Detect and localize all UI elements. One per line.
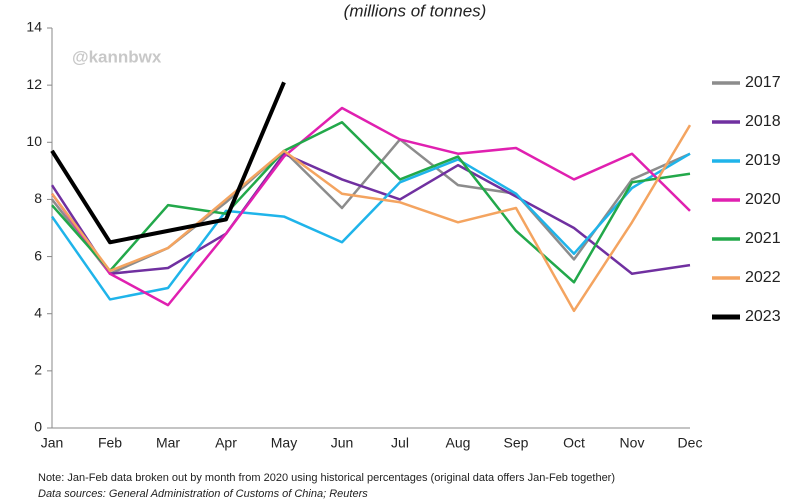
y-tick-label: 4 <box>34 304 42 320</box>
x-tick-label: Mar <box>156 435 180 451</box>
y-tick-label: 0 <box>34 419 42 435</box>
y-tick-label: 8 <box>34 190 42 206</box>
x-tick-label: Apr <box>215 435 237 451</box>
x-tick-label: Oct <box>563 435 585 451</box>
y-tick-label: 2 <box>34 362 42 378</box>
series-line <box>51 121 691 284</box>
x-tick-label: Aug <box>446 435 471 451</box>
series-line <box>50 106 691 307</box>
legend-label: 2022 <box>745 269 781 286</box>
legend-label: 2021 <box>745 230 781 247</box>
y-tick-label: 6 <box>34 247 42 263</box>
source: Data sources: General Administration of … <box>38 488 368 500</box>
x-tick-label: Sep <box>504 435 529 451</box>
note: Note: Jan-Feb data broken out by month f… <box>38 472 615 484</box>
series-line <box>50 81 286 245</box>
y-tick-label: 12 <box>26 76 42 92</box>
watermark: @kannbwx <box>72 47 162 66</box>
x-tick-label: Dec <box>678 435 703 451</box>
y-tick-label: 10 <box>26 133 42 149</box>
x-tick-label: Jan <box>41 435 64 451</box>
x-tick-label: Jul <box>391 435 409 451</box>
legend-label: 2018 <box>745 113 781 130</box>
legend-label: 2020 <box>745 191 781 208</box>
legend-label: 2017 <box>745 74 781 91</box>
x-tick-label: Feb <box>98 435 122 451</box>
x-tick-label: Nov <box>620 435 645 451</box>
x-tick-label: Jun <box>331 435 354 451</box>
legend-label: 2023 <box>745 308 781 325</box>
chart-subtitle: (millions of tonnes) <box>344 1 487 20</box>
series-line <box>51 124 692 313</box>
x-tick-label: May <box>271 435 297 451</box>
y-tick-label: 14 <box>26 19 42 35</box>
series-line <box>50 152 691 301</box>
series-line <box>50 152 691 275</box>
legend-label: 2019 <box>745 152 781 169</box>
